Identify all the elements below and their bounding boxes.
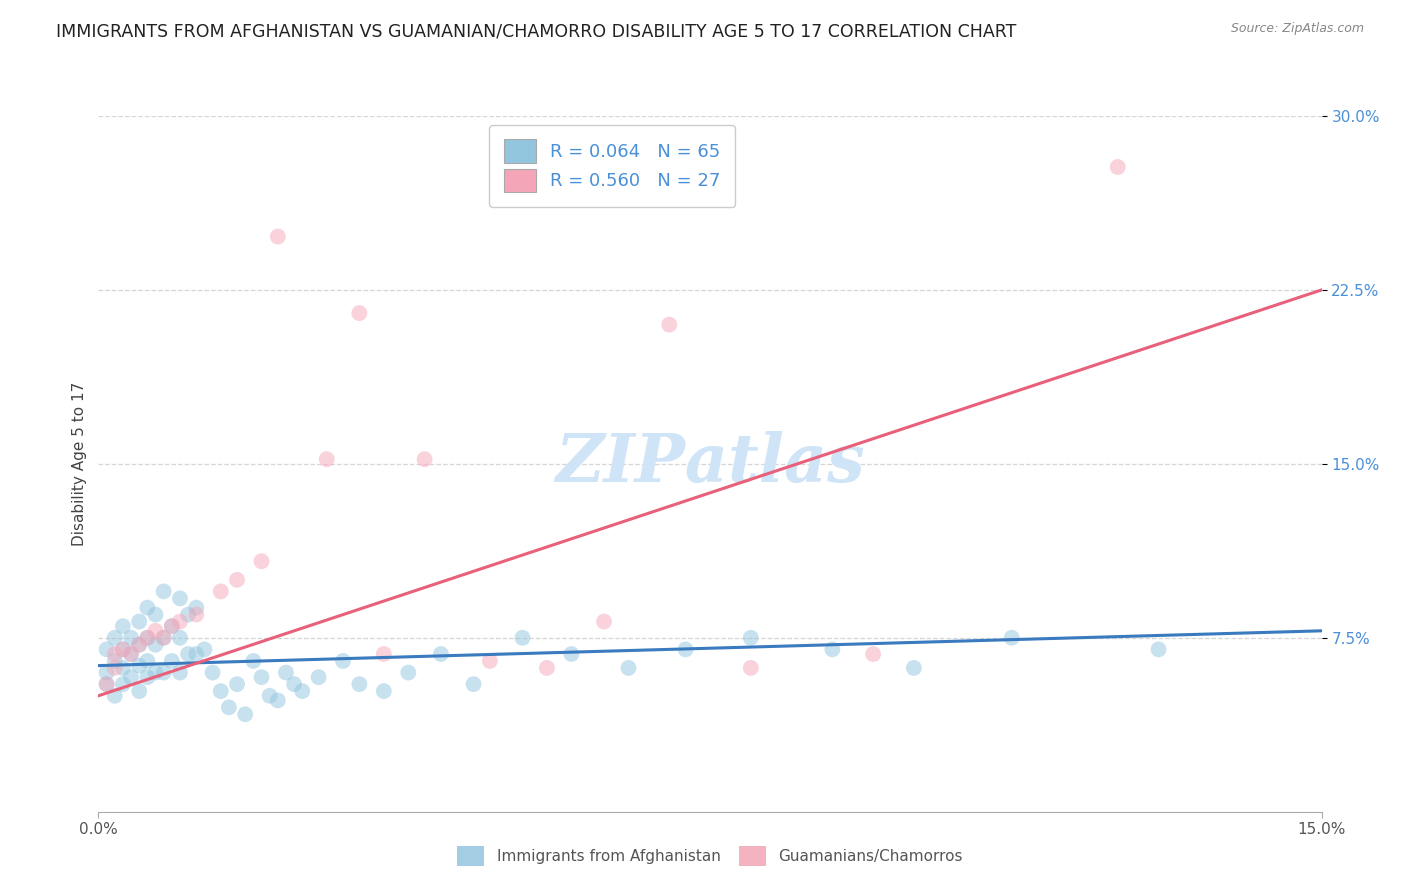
Point <box>226 677 249 691</box>
Point <box>332 654 354 668</box>
Point <box>186 647 208 661</box>
Point <box>242 654 264 668</box>
Point <box>250 554 273 568</box>
Point <box>274 665 297 680</box>
Point <box>308 670 330 684</box>
Point <box>283 677 305 691</box>
Point <box>512 631 534 645</box>
Point <box>145 607 167 622</box>
Point <box>145 624 167 638</box>
Point <box>128 638 150 652</box>
Point <box>145 638 167 652</box>
Point <box>136 670 159 684</box>
Point <box>658 318 681 332</box>
Point <box>128 615 150 629</box>
Point <box>1147 642 1170 657</box>
Point <box>152 631 174 645</box>
Point <box>111 677 134 691</box>
Point <box>226 573 249 587</box>
Point <box>478 654 501 668</box>
Point <box>373 647 395 661</box>
Point <box>233 707 256 722</box>
Point <box>349 677 371 691</box>
Point <box>128 684 150 698</box>
Point <box>1001 631 1024 645</box>
Point <box>315 452 337 467</box>
Point <box>463 677 485 691</box>
Point <box>160 619 183 633</box>
Point <box>209 584 232 599</box>
Point <box>349 306 371 320</box>
Point <box>1107 160 1129 174</box>
Point <box>111 661 134 675</box>
Point <box>201 665 224 680</box>
Point <box>96 677 118 691</box>
Point <box>560 647 582 661</box>
Point <box>104 647 127 661</box>
Point <box>267 693 290 707</box>
Point <box>104 654 127 668</box>
Point <box>111 642 134 657</box>
Point <box>373 684 395 698</box>
Point <box>177 607 200 622</box>
Point <box>120 670 142 684</box>
Point <box>120 647 142 661</box>
Point <box>617 661 640 675</box>
Point <box>136 654 159 668</box>
Point <box>193 642 215 657</box>
Point <box>862 647 884 661</box>
Point <box>169 665 191 680</box>
Point <box>160 619 183 633</box>
Point <box>96 677 118 691</box>
Point <box>177 647 200 661</box>
Point <box>120 647 142 661</box>
Y-axis label: Disability Age 5 to 17: Disability Age 5 to 17 <box>72 382 87 546</box>
Point <box>209 684 232 698</box>
Point <box>740 631 762 645</box>
Point <box>593 615 616 629</box>
Point <box>259 689 281 703</box>
Legend: Immigrants from Afghanistan, Guamanians/Chamorros: Immigrants from Afghanistan, Guamanians/… <box>450 838 970 873</box>
Point <box>136 631 159 645</box>
Point <box>96 642 118 657</box>
Point <box>111 619 134 633</box>
Point <box>128 658 150 673</box>
Point <box>675 642 697 657</box>
Point <box>169 591 191 606</box>
Point <box>128 638 150 652</box>
Point <box>104 689 127 703</box>
Point <box>104 661 127 675</box>
Point <box>250 670 273 684</box>
Point <box>152 665 174 680</box>
Point <box>152 631 174 645</box>
Point <box>186 607 208 622</box>
Point <box>218 700 240 714</box>
Point <box>903 661 925 675</box>
Text: Source: ZipAtlas.com: Source: ZipAtlas.com <box>1230 22 1364 36</box>
Point <box>152 584 174 599</box>
Point <box>186 600 208 615</box>
Point <box>96 665 118 680</box>
Point <box>267 229 290 244</box>
Point <box>740 661 762 675</box>
Point <box>169 615 191 629</box>
Point <box>413 452 436 467</box>
Point <box>120 631 142 645</box>
Point <box>136 600 159 615</box>
Point <box>430 647 453 661</box>
Point <box>396 665 419 680</box>
Point <box>291 684 314 698</box>
Point <box>821 642 844 657</box>
Point <box>104 631 127 645</box>
Point <box>136 631 159 645</box>
Point <box>160 654 183 668</box>
Text: IMMIGRANTS FROM AFGHANISTAN VS GUAMANIAN/CHAMORRO DISABILITY AGE 5 TO 17 CORRELA: IMMIGRANTS FROM AFGHANISTAN VS GUAMANIAN… <box>56 22 1017 40</box>
Point <box>145 665 167 680</box>
Text: ZIP​atlas: ZIP​atlas <box>555 432 865 496</box>
Point <box>536 661 558 675</box>
Point <box>111 642 134 657</box>
Point <box>169 631 191 645</box>
